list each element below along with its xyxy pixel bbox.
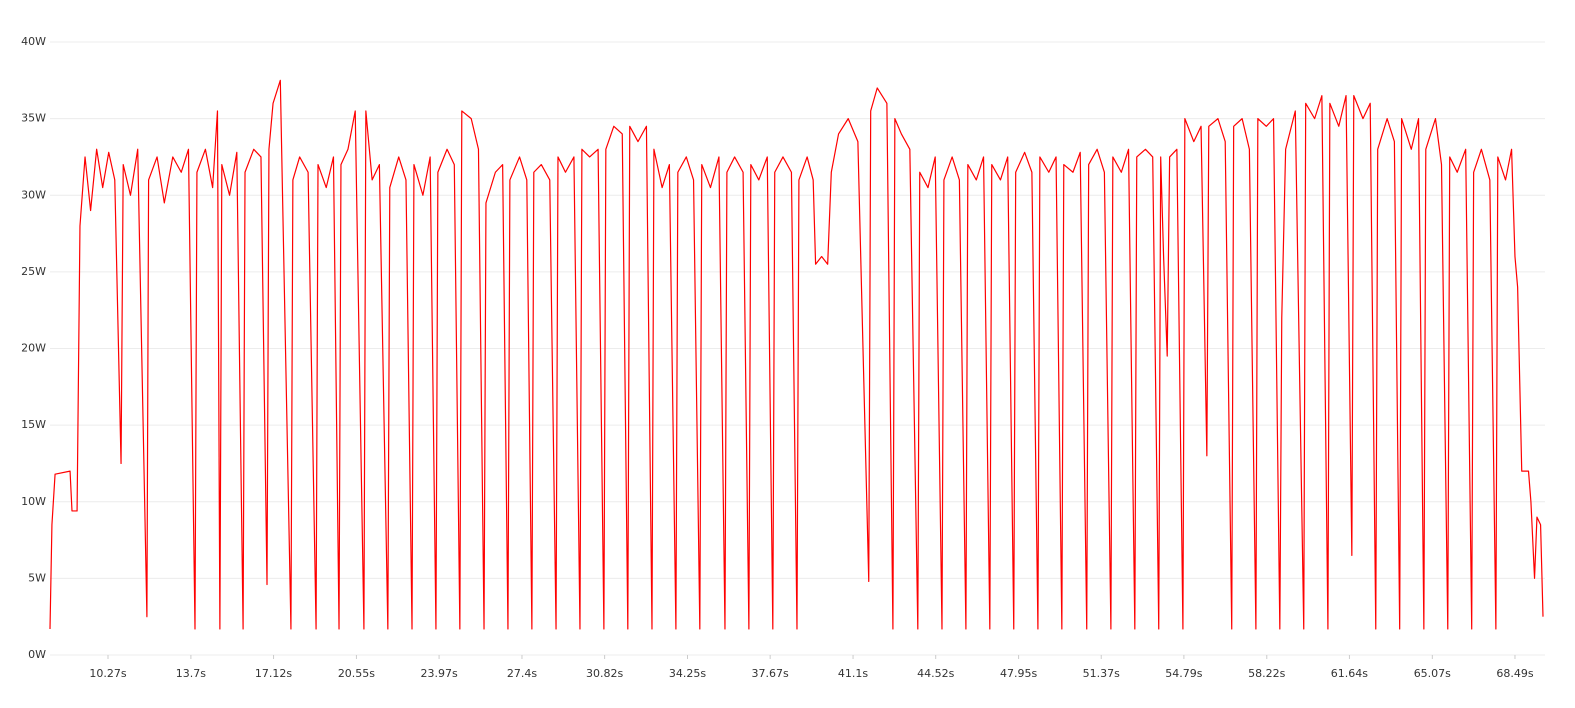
x-tick-label: 30.82s: [586, 667, 623, 680]
x-tick-label: 27.4s: [507, 667, 537, 680]
x-tick-label: 44.52s: [917, 667, 954, 680]
y-tick-label: 25W: [21, 265, 46, 278]
y-tick-label: 20W: [21, 342, 46, 355]
x-tick-label: 58.22s: [1248, 667, 1285, 680]
x-tick-label: 61.64s: [1331, 667, 1368, 680]
x-tick-label: 20.55s: [338, 667, 375, 680]
y-tick-label: 15W: [21, 418, 46, 431]
x-tick-label: 17.12s: [255, 667, 292, 680]
x-tick-label: 34.25s: [669, 667, 706, 680]
x-tick-label: 51.37s: [1083, 667, 1120, 680]
x-tick-label: 68.49s: [1496, 667, 1533, 680]
data-line: [49, 79, 1544, 630]
y-tick-label: 40W: [21, 35, 46, 48]
y-tick-label: 10W: [21, 495, 46, 508]
x-tick-label: 54.79s: [1165, 667, 1202, 680]
x-tick-label: 65.07s: [1414, 667, 1451, 680]
y-tick-label: 35W: [21, 112, 46, 125]
x-tick-label: 23.97s: [420, 667, 457, 680]
y-tick-label: 0W: [28, 648, 46, 661]
y-tick-label: 5W: [28, 571, 46, 584]
x-tick-label: 13.7s: [176, 667, 206, 680]
x-tick-label: 10.27s: [89, 667, 126, 680]
y-tick-label: 30W: [21, 188, 46, 201]
x-tick-label: 41.1s: [838, 667, 868, 680]
x-tick-label: 47.95s: [1000, 667, 1037, 680]
x-tick-label: 37.67s: [752, 667, 789, 680]
